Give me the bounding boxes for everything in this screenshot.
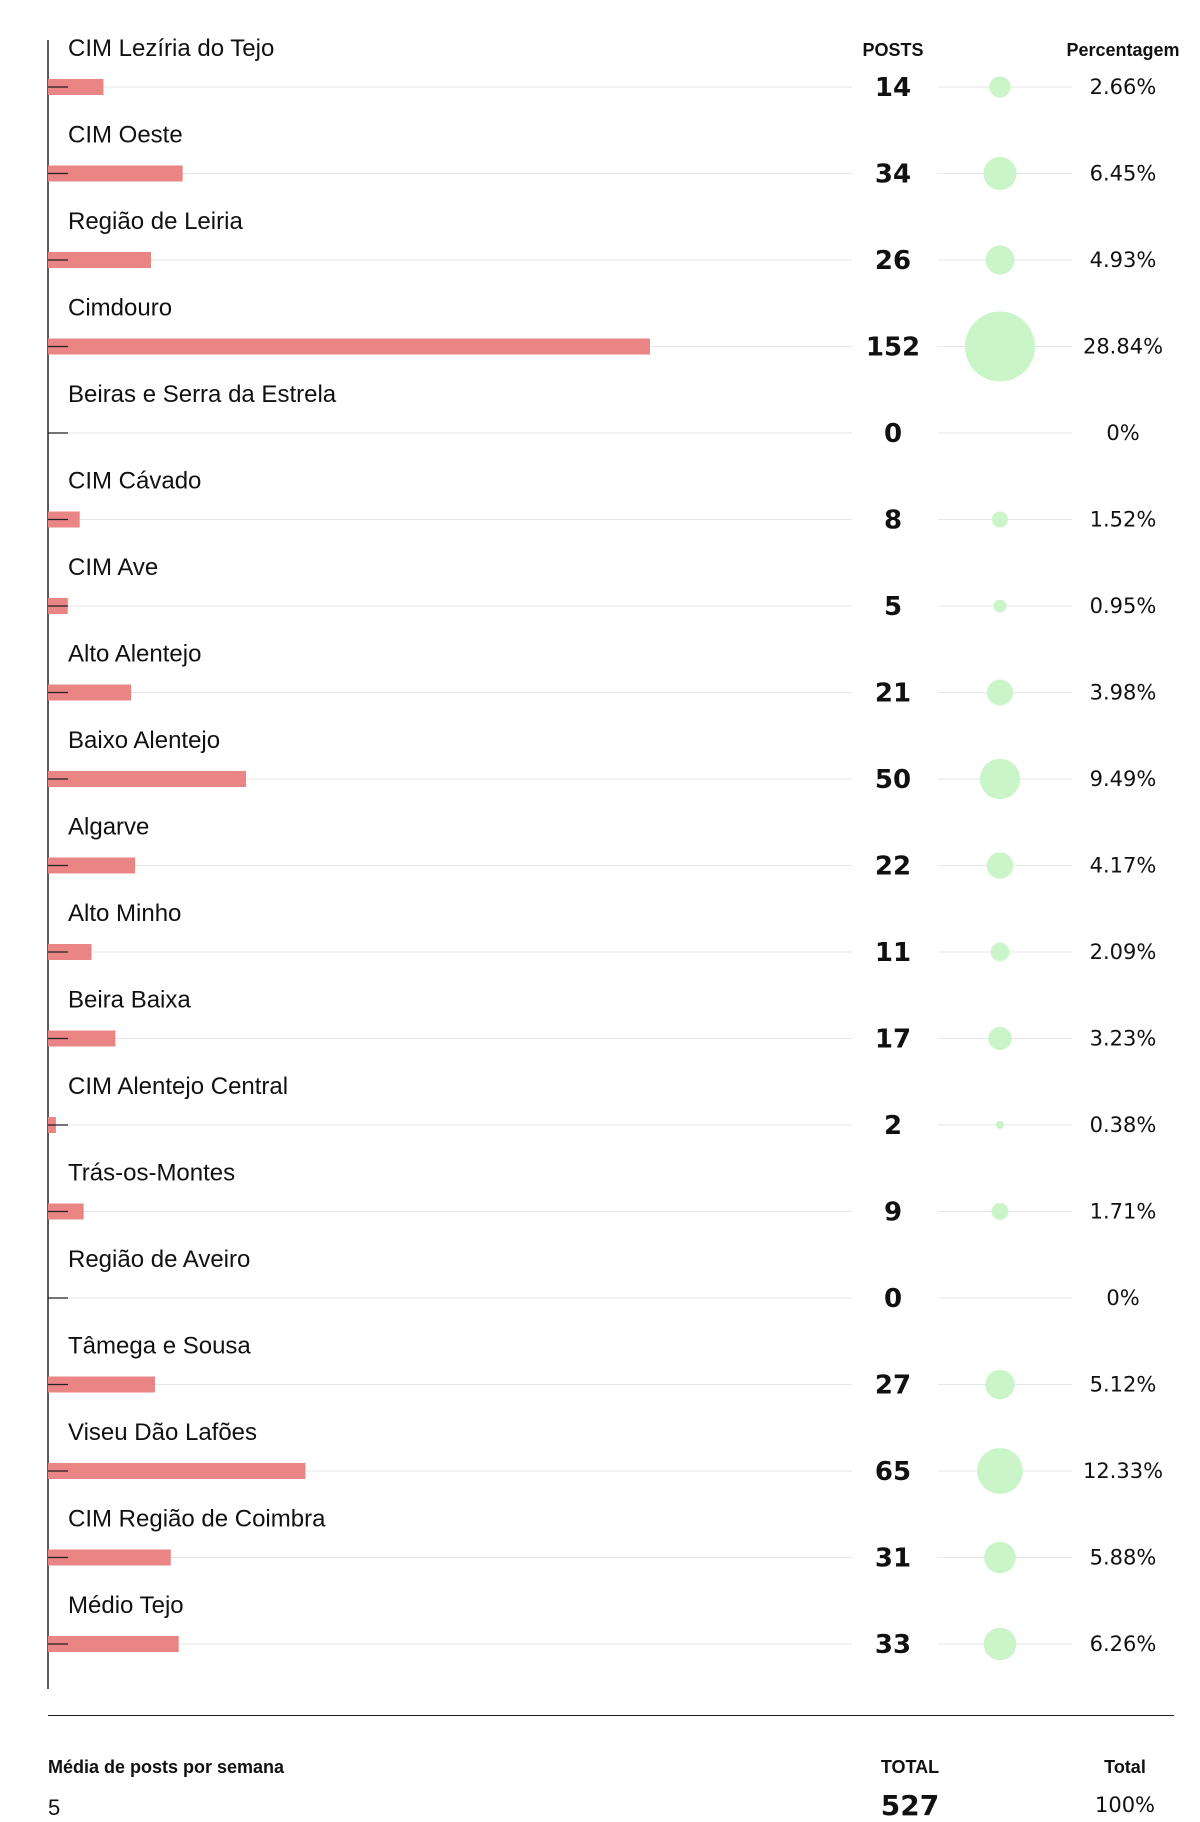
value-bar <box>48 857 136 874</box>
percent-value: 2.09% <box>1090 940 1157 964</box>
percent-value: 1.52% <box>1090 508 1157 532</box>
average-value: 5 <box>48 1795 61 1820</box>
percent-bubble <box>984 1541 1016 1574</box>
percent-value: 1.71% <box>1090 1200 1157 1224</box>
percent-value: 5.12% <box>1090 1373 1157 1397</box>
value-bar <box>48 1636 179 1652</box>
percent-column-header: Percentagem <box>1066 40 1179 60</box>
region-label: CIM Oeste <box>68 122 183 149</box>
value-bar <box>48 165 183 182</box>
posts-value: 152 <box>866 333 920 363</box>
percent-bubble <box>985 1369 1015 1400</box>
region-label: Cimdouro <box>68 295 172 322</box>
percent-value: 12.33% <box>1083 1459 1163 1483</box>
percent-bubble <box>983 1627 1017 1661</box>
percent-value: 0% <box>1106 1286 1139 1310</box>
value-bar <box>48 1463 306 1479</box>
posts-value: 26 <box>875 246 911 276</box>
region-label: Médio Tejo <box>68 1592 184 1619</box>
percent-bubble <box>993 599 1007 613</box>
percent-bubble <box>977 1448 1023 1494</box>
percent-bubble <box>990 942 1010 962</box>
percent-bubble <box>965 311 1035 382</box>
value-bar <box>48 1549 171 1566</box>
value-bar <box>48 1030 116 1047</box>
posts-value: 33 <box>875 1630 911 1660</box>
posts-value: 31 <box>875 1544 911 1574</box>
percent-bubble <box>986 852 1014 879</box>
percent-bubble <box>989 76 1011 98</box>
percent-value: 2.66% <box>1090 75 1157 99</box>
percent-bubble <box>996 1121 1004 1129</box>
percent-bubble <box>979 758 1021 800</box>
summary-footer: Média de posts por semana 5 TOTAL 527 To… <box>0 1715 1200 1822</box>
value-bar <box>48 79 104 95</box>
value-bar <box>48 1376 155 1393</box>
region-label: Alto Alentejo <box>68 641 201 668</box>
posts-value: 65 <box>875 1457 911 1487</box>
region-label: Baixo Alentejo <box>68 727 220 754</box>
percent-value: 0.95% <box>1090 594 1157 618</box>
posts-value: 8 <box>884 506 902 536</box>
footer-divider <box>48 1715 1174 1716</box>
value-bar <box>48 684 132 701</box>
region-label: CIM Alentejo Central <box>68 1073 288 1100</box>
region-label: Alto Minho <box>68 900 181 927</box>
region-label: Viseu Dão Lafões <box>68 1419 257 1446</box>
percent-value: 4.93% <box>1090 248 1157 272</box>
posts-value: 9 <box>884 1198 902 1228</box>
region-label: Algarve <box>68 814 149 841</box>
percent-value: 6.45% <box>1090 162 1157 186</box>
value-bar <box>48 338 650 355</box>
percent-bubble <box>985 245 1015 275</box>
posts-value: 21 <box>875 679 911 709</box>
percent-value: 28.84% <box>1083 335 1163 359</box>
posts-value: 34 <box>875 160 911 190</box>
percent-value: 4.17% <box>1090 854 1157 878</box>
posts-value: 50 <box>875 765 911 795</box>
posts-value: 27 <box>875 1371 911 1401</box>
average-label: Média de posts por semana <box>48 1757 285 1777</box>
region-label: CIM Cávado <box>68 468 201 495</box>
percent-value: 9.49% <box>1090 767 1157 791</box>
percent-bubble <box>991 1203 1009 1220</box>
value-bar <box>48 252 151 268</box>
total-percent-label: Total <box>1104 1757 1146 1777</box>
region-label: Região de Aveiro <box>68 1246 250 1273</box>
total-value: 527 <box>880 1789 940 1822</box>
value-bar <box>48 944 92 960</box>
percent-value: 3.23% <box>1090 1027 1157 1051</box>
posts-value: 5 <box>884 592 902 622</box>
total-percent-value: 100% <box>1094 1793 1156 1817</box>
posts-value: 22 <box>875 852 911 882</box>
posts-value: 2 <box>884 1111 902 1141</box>
posts-value: 0 <box>884 1284 902 1314</box>
region-label: Beiras e Serra da Estrela <box>68 381 337 408</box>
region-label: CIM Lezíria do Tejo <box>68 35 274 62</box>
region-label: CIM Ave <box>68 554 158 581</box>
region-label: Tâmega e Sousa <box>68 1333 251 1360</box>
region-label: Trás-os-Montes <box>68 1160 235 1187</box>
posts-value: 17 <box>875 1025 911 1055</box>
posts-by-region-chart: POSTS Percentagem CIM Lezíria do Tejo 14 2.6… <box>47 35 1180 1689</box>
posts-value: 11 <box>875 938 911 968</box>
posts-value: 14 <box>875 73 911 103</box>
posts-value: 0 <box>884 419 902 449</box>
percent-bubble <box>983 156 1017 191</box>
percent-value: 0.38% <box>1090 1113 1157 1137</box>
percent-bubble <box>992 511 1008 528</box>
total-label: TOTAL <box>880 1757 940 1777</box>
percent-bubble <box>987 679 1013 706</box>
value-bar <box>48 771 247 787</box>
percent-value: 5.88% <box>1090 1546 1157 1570</box>
percent-value: 6.26% <box>1090 1632 1157 1656</box>
percent-value: 0% <box>1106 421 1139 445</box>
region-label: Região de Leiria <box>68 208 243 235</box>
percent-bubble <box>988 1026 1012 1051</box>
percent-value: 3.98% <box>1090 681 1157 705</box>
region-label: Beira Baixa <box>68 987 191 1014</box>
region-label: CIM Região de Coimbra <box>68 1506 326 1533</box>
posts-column-header: POSTS <box>862 40 923 60</box>
